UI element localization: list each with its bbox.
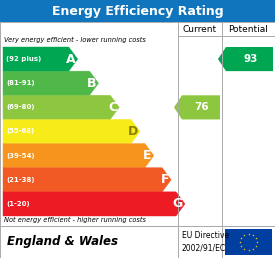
Text: (21-38): (21-38) [6,177,34,183]
Text: England & Wales: England & Wales [7,236,118,248]
Text: Potential: Potential [229,25,268,34]
Polygon shape [3,47,78,71]
Text: (1-20): (1-20) [6,201,30,207]
Text: Energy Efficiency Rating: Energy Efficiency Rating [52,4,223,18]
Text: Very energy efficient - lower running costs: Very energy efficient - lower running co… [4,37,146,43]
Text: D: D [128,125,138,138]
Text: (81-91): (81-91) [6,80,35,86]
Polygon shape [3,95,119,119]
Bar [225,229,272,255]
Text: 76: 76 [195,102,209,112]
Text: F: F [161,173,169,186]
Polygon shape [218,47,273,71]
Text: B: B [87,77,97,90]
Text: (55-68): (55-68) [6,128,34,134]
Text: E: E [143,149,152,162]
Text: EU Directive
2002/91/EC: EU Directive 2002/91/EC [182,231,229,253]
Bar [0,0,275,22]
Text: Not energy efficient - higher running costs: Not energy efficient - higher running co… [4,217,146,223]
Bar [0,226,275,258]
Text: G: G [173,197,183,211]
Polygon shape [3,71,98,95]
Text: Current: Current [183,25,217,34]
Text: (69-80): (69-80) [6,104,34,110]
Polygon shape [3,168,171,192]
Text: 93: 93 [243,54,258,64]
Polygon shape [3,143,154,168]
Text: A: A [66,53,76,66]
Text: (92 plus): (92 plus) [6,56,41,62]
Text: (39-54): (39-54) [6,153,35,159]
Bar [0,22,275,226]
Polygon shape [3,192,185,216]
Polygon shape [174,95,220,119]
Text: C: C [108,101,117,114]
Polygon shape [3,119,140,143]
